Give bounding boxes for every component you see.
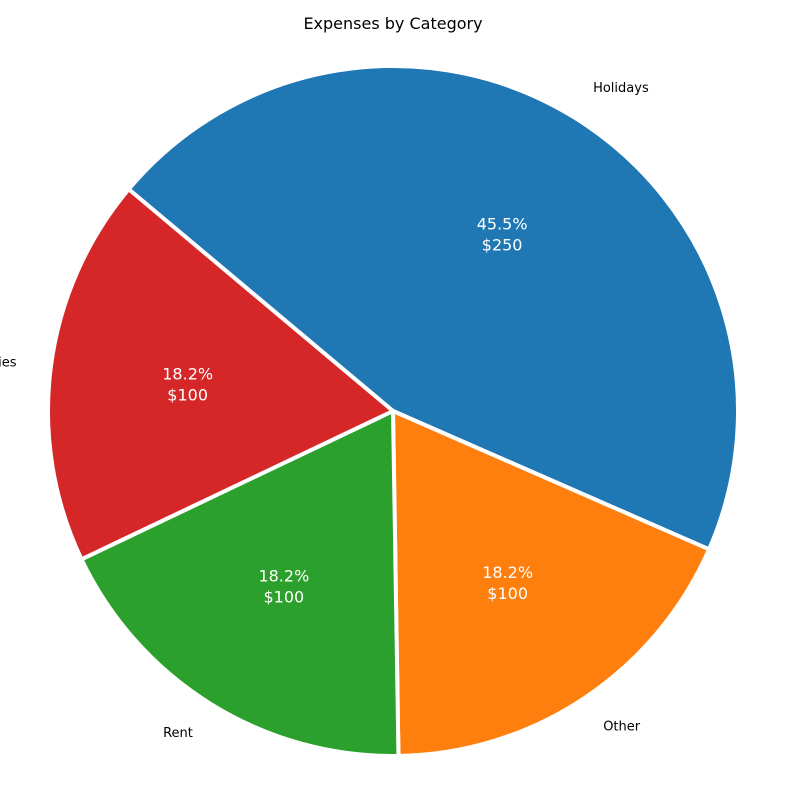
slice-amount-holidays: $250 <box>482 236 523 255</box>
slice-amount-rent: $100 <box>264 587 305 606</box>
slice-amount-utilities: $100 <box>167 385 208 404</box>
slice-amount-other: $100 <box>487 584 528 603</box>
slice-percent-utilities: 18.2% <box>162 364 213 383</box>
slice-label-rent: Rent <box>163 726 193 741</box>
slice-percent-rent: 18.2% <box>258 566 309 585</box>
slice-percent-holidays: 45.5% <box>477 215 528 234</box>
pie-slice-other <box>391 409 712 758</box>
slice-label-other: Other <box>603 719 641 734</box>
slice-label-holidays: Holidays <box>593 81 649 96</box>
pie-labels: Holidays 45.5% $250 Other 18.2% $100 Rent 18.2%… <box>0 81 649 741</box>
pie-slice-rent <box>79 409 401 758</box>
chart-title: Expenses by Category <box>303 14 482 33</box>
pie-slice-utilities <box>46 187 395 562</box>
pie-slice-holidays <box>126 64 740 552</box>
slice-percent-other: 18.2% <box>482 563 533 582</box>
slice-label-utilities: Utilities <box>0 355 17 370</box>
pie-slices <box>46 64 740 758</box>
